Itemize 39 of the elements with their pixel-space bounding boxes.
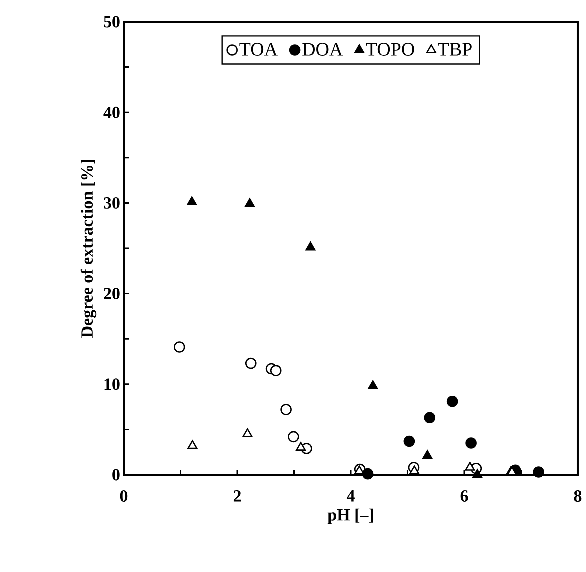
point [245, 198, 255, 208]
y-axis-title: Degree of extraction [%] [80, 160, 97, 338]
point [422, 450, 433, 460]
x-tick-label: 8 [574, 490, 582, 502]
point [187, 196, 198, 206]
point [368, 380, 378, 390]
point [466, 438, 477, 449]
x-tick-label: 6 [460, 490, 468, 502]
point [280, 404, 292, 416]
point [306, 242, 316, 251]
point [424, 412, 436, 424]
legend-label: TOPO [366, 43, 414, 56]
x-tick-label: 0 [120, 490, 128, 502]
point [404, 436, 416, 448]
point [533, 466, 544, 478]
point [270, 365, 282, 376]
point [472, 469, 483, 478]
point [245, 358, 257, 370]
y-tick-label: 10 [104, 378, 120, 390]
y-tick-label: 20 [104, 288, 120, 300]
point [242, 428, 253, 438]
y-tick-label: 30 [104, 197, 120, 209]
legend-label: TOA [240, 43, 278, 56]
point [446, 396, 458, 408]
point [362, 468, 374, 480]
y-tick-label: 50 [104, 16, 120, 28]
point [188, 440, 198, 450]
point [410, 466, 420, 475]
x-tick-label: 2 [234, 490, 242, 502]
legend-label: TBP [438, 43, 472, 56]
point [288, 431, 300, 443]
x-axis-title: pH [–] [328, 508, 374, 524]
y-tick-label: 40 [104, 106, 120, 118]
point [296, 442, 306, 451]
x-tick-label: 4 [346, 490, 355, 502]
point [465, 462, 476, 471]
y-tick-label: 0 [112, 469, 120, 481]
legend-label: DOA [302, 43, 344, 56]
point [174, 342, 186, 353]
